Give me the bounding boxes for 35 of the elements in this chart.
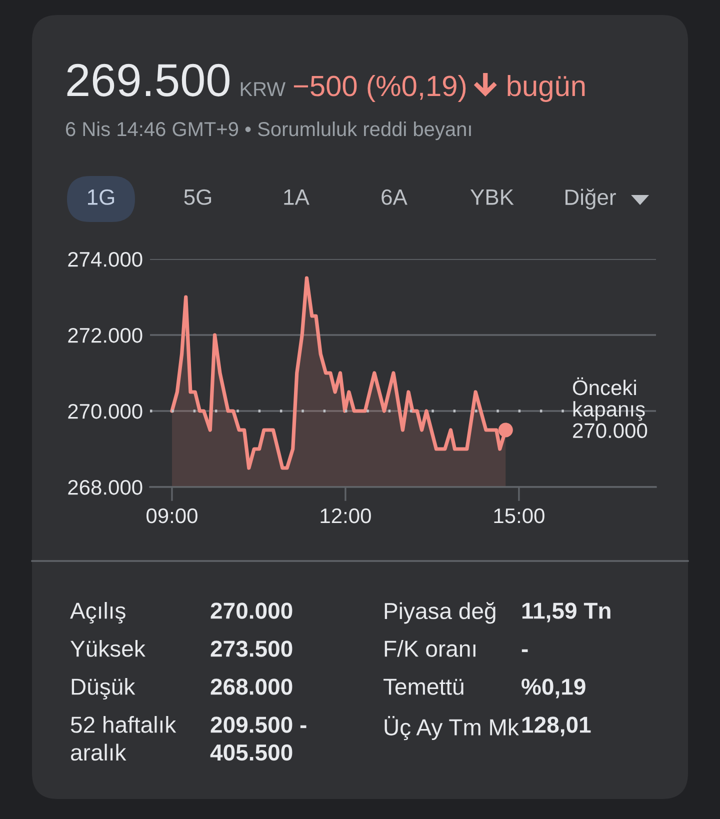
text: %0,19 xyxy=(522,678,586,698)
text: F/K oranı xyxy=(384,640,476,657)
text: bugün xyxy=(508,74,585,102)
y-tick-label: 268.000 xyxy=(68,480,142,495)
text: KRW xyxy=(240,82,286,96)
text: 52 haftalık aralık xyxy=(70,716,176,761)
ref-line-label: Önceki kapanış 270.000 xyxy=(573,377,648,438)
text: Açılış xyxy=(70,602,126,624)
text: 270.000 xyxy=(210,602,292,619)
text: −500 (%0,19) xyxy=(294,74,466,102)
text: 5G xyxy=(184,189,212,205)
text: Temettü xyxy=(384,678,464,695)
text: 273.500 xyxy=(210,640,292,657)
text: - xyxy=(522,649,528,652)
text: Yüksek xyxy=(70,640,146,657)
text: 11,59 Tn xyxy=(522,602,610,622)
chart-title: 269.500 xyxy=(67,64,230,96)
text: 1G xyxy=(88,189,114,205)
text: Düşük xyxy=(72,678,136,700)
y-tick-label: 270.000 xyxy=(68,404,142,419)
text: 1A xyxy=(284,190,310,205)
text: 268.000 xyxy=(210,678,292,695)
y-tick-label: 272.000 xyxy=(68,328,142,343)
text: 128,01 xyxy=(522,716,591,736)
text: 209.500 - 405.500 xyxy=(210,716,306,761)
text: Diğer xyxy=(566,188,616,210)
x-tick-label: 09:00 xyxy=(146,508,198,524)
text: YBK xyxy=(470,190,514,205)
text: Piyasa değ xyxy=(384,602,496,624)
y-tick-label: 274.000 xyxy=(68,252,142,267)
x-tick-label: 15:00 xyxy=(494,508,544,524)
x-tick-label: 12:00 xyxy=(320,508,371,524)
text: Üç Ay Tm Mk xyxy=(384,716,519,740)
text: 6A xyxy=(382,189,408,205)
chart-subtitle: 6 Nis 14:46 GMT+9 • Sorumluluk reddi beyanı xyxy=(66,122,471,140)
